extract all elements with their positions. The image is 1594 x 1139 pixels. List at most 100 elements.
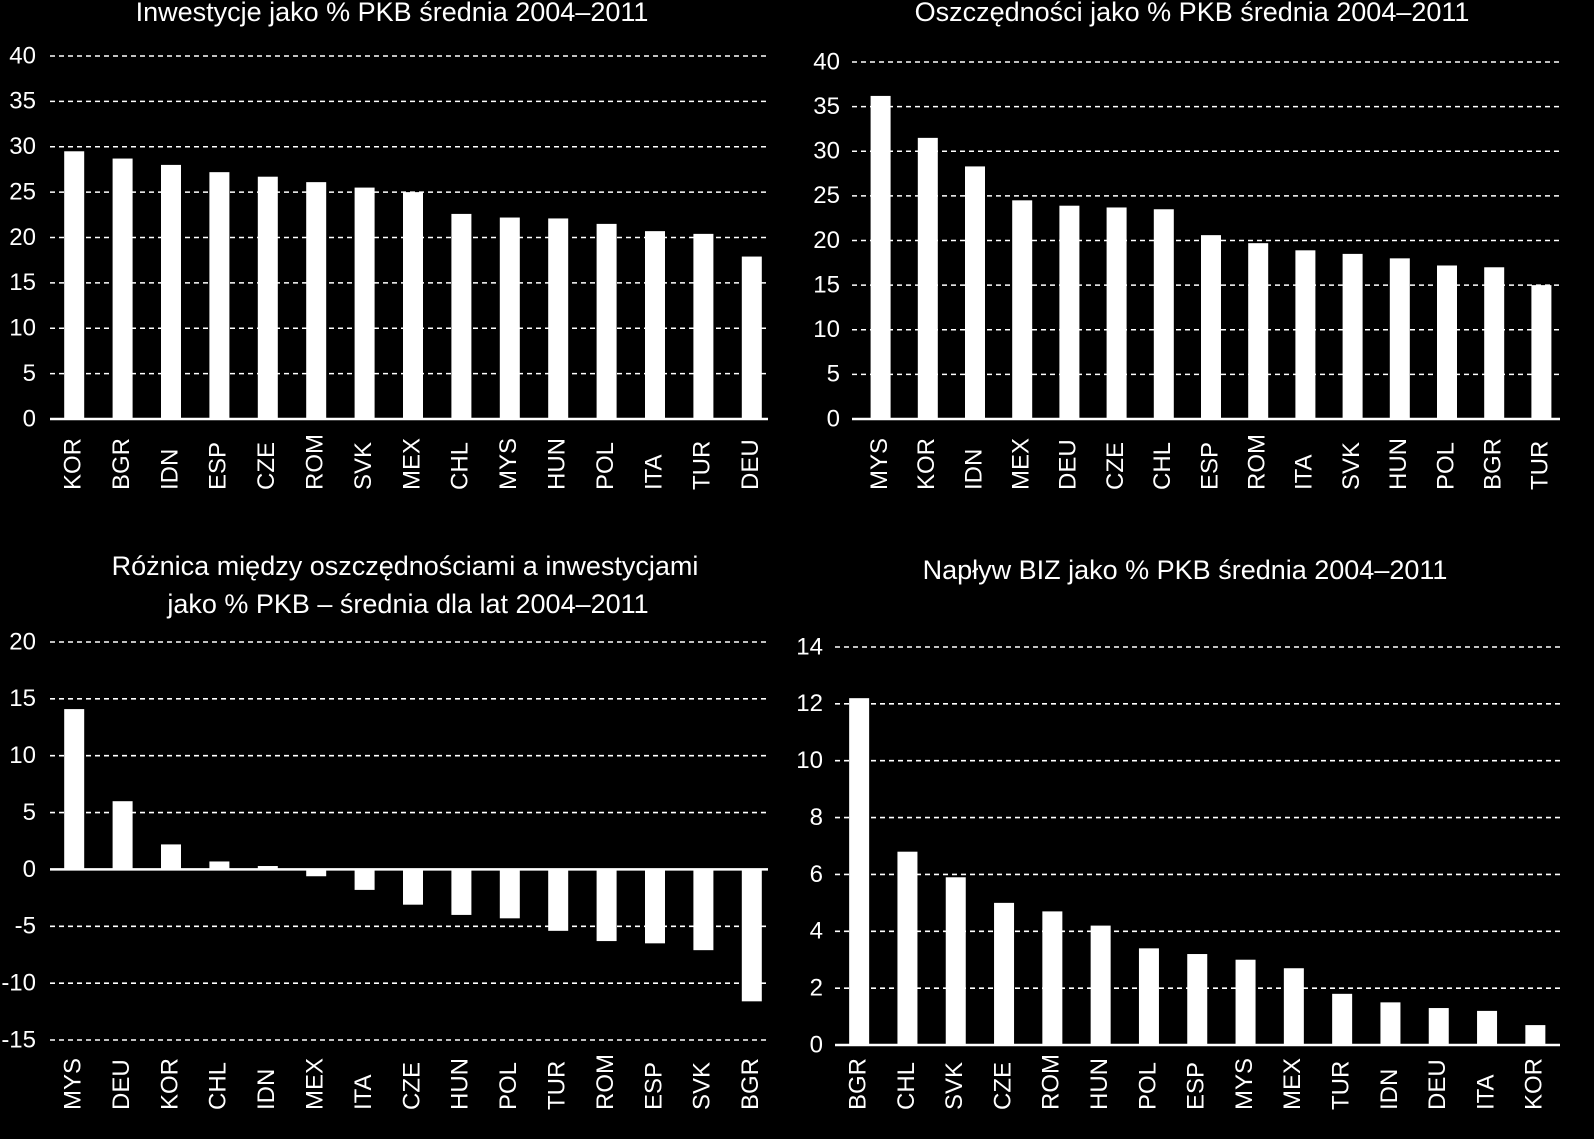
x-tick-label-rom: ROM [302,434,329,490]
chart-panel-savings: Oszczędności jako % PKB średnia 2004–201… [813,0,1560,490]
bar-cze [403,869,423,905]
x-tick-label-chl: CHL [893,1062,920,1110]
bar-bgr [112,158,133,420]
bar-cze [994,902,1015,1045]
y-tick-label: -15 [1,1026,36,1053]
bar-pol [1437,265,1457,419]
bar-bgr [849,698,870,1045]
y-tick-label: -5 [15,913,36,940]
y-tick-label: 5 [23,360,36,387]
y-tick-label: 2 [810,974,823,1001]
x-tick-label-hun: HUN [447,1058,474,1110]
y-tick-label: 0 [810,1031,823,1058]
bar-idn [1380,1002,1401,1045]
x-tick-label-bgr: BGR [1480,438,1507,490]
bar-cze [257,176,278,419]
x-tick-label-ita: ITA [640,454,667,490]
y-tick-label: 10 [9,315,36,342]
x-tick-label-mys: MYS [60,1058,87,1110]
bar-chl [897,851,918,1045]
bar-mys [64,709,85,870]
bar-mex [306,869,327,877]
bar-rom [596,869,617,942]
bar-svk [1342,253,1363,419]
bar-deu [1059,205,1080,419]
x-tick-label-mex: MEX [302,1058,329,1110]
bar-bgr [1484,267,1505,419]
x-tick-label-idn: IDN [253,1069,280,1110]
x-tick-label-kor: KOR [156,1058,183,1110]
y-tick-label: 4 [810,918,823,945]
bar-tur [693,233,714,419]
bar-deu [741,256,762,419]
x-tick-label-pol: POL [495,1062,522,1110]
y-tick-label: 25 [9,178,36,205]
x-tick-label-deu: DEU [1424,1059,1451,1110]
bar-chl [451,213,472,419]
bar-tur [1332,993,1353,1045]
bar-tur [548,869,569,931]
x-tick-label-mex: MEX [1008,438,1035,490]
x-tick-label-ita: ITA [350,1074,377,1110]
bar-pol [596,223,617,419]
y-tick-label: 20 [9,224,36,251]
x-tick-label-mys: MYS [1231,1058,1258,1110]
bar-rom [306,182,327,419]
x-tick-label-ita: ITA [1472,1074,1499,1110]
bar-svk [693,869,714,951]
bar-hun [548,218,569,419]
chart-panel-investment: Inwestycje jako % PKB średnia 2004–2011 0… [9,0,768,490]
x-tick-label-deu: DEU [108,1059,135,1110]
bar-mys [870,95,891,419]
x-tick-label-deu: DEU [1055,439,1082,490]
chart-panel-savings-investment-gap: Różnica między oszczędnościami a inwesty… [1,551,768,1110]
y-tick-label: 25 [813,182,840,209]
y-tick-label: 0 [23,405,36,432]
bar-ita [645,231,665,419]
x-tick-label-esp: ESP [640,1062,667,1110]
bar-chl [1153,209,1174,419]
bar-kor [64,151,85,419]
y-tick-label: 30 [9,133,36,160]
x-tick-label-bgr: BGR [844,1058,871,1110]
bar-idn [257,866,278,870]
x-tick-label-esp: ESP [1183,1062,1210,1110]
y-tick-label: 15 [813,271,840,298]
x-tick-label-hun: HUN [1086,1058,1113,1110]
x-tick-label-svk: SVK [350,442,377,490]
x-tick-label-rom: ROM [1038,1054,1065,1110]
bar-hun [1389,258,1410,419]
bar-pol [499,869,520,919]
bar-ita [1295,250,1316,419]
x-tick-label-pol: POL [1134,1062,1161,1110]
x-tick-label-tur: TUR [1527,441,1554,490]
x-tick-label-svk: SVK [689,1062,716,1110]
bar-ita [1477,1010,1498,1045]
bar-deu [1428,1008,1449,1045]
x-tick-label-kor: KOR [1521,1058,1548,1110]
x-tick-label-cze: CZE [398,1062,425,1110]
bar-mex [1283,968,1304,1045]
y-tick-label: 15 [9,269,36,296]
y-tick-label: 8 [810,804,823,831]
bar-hun [1090,925,1111,1045]
bar-esp [1201,235,1221,419]
y-tick-label: 40 [9,42,36,69]
x-tick-label-cze: CZE [989,1062,1016,1110]
chart-title-line-2: jako % PKB – średnia dla lat 2004–2011 [166,589,648,619]
chart-title: Inwestycje jako % PKB średnia 2004–2011 [136,0,649,27]
bar-mex [1012,200,1033,419]
y-tick-label: 6 [810,861,823,888]
y-tick-label: 35 [813,93,840,120]
x-tick-label-pol: POL [592,442,619,490]
y-tick-label: 10 [9,742,36,769]
bar-ita [354,869,375,890]
bar-tur [1531,285,1552,419]
y-tick-label: 5 [827,361,840,388]
bar-rom [1042,911,1063,1045]
x-tick-label-cze: CZE [1102,442,1129,490]
y-tick-label: 35 [9,88,36,115]
y-tick-label: 5 [23,799,36,826]
x-tick-label-bgr: BGR [737,1058,764,1110]
bar-mys [499,217,520,419]
